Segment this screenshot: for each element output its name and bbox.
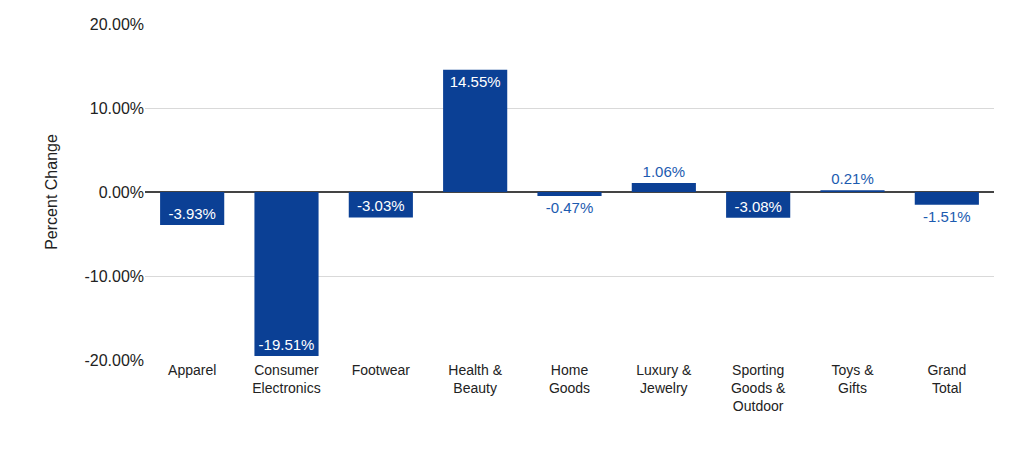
svg-text:Apparel: Apparel <box>168 362 216 378</box>
svg-text:Luxury &Jewelry: Luxury &Jewelry <box>636 362 692 396</box>
svg-text:HomeGoods: HomeGoods <box>549 362 590 396</box>
svg-text:SportingGoods &Outdoor: SportingGoods &Outdoor <box>731 362 786 414</box>
svg-text:-3.08%: -3.08% <box>734 198 782 215</box>
svg-text:Percent Change: Percent Change <box>43 134 60 250</box>
svg-text:-20.00%: -20.00% <box>84 352 144 369</box>
svg-text:-19.51%: -19.51% <box>259 336 315 353</box>
svg-text:-3.03%: -3.03% <box>357 197 405 214</box>
svg-text:-1.51%: -1.51% <box>923 208 971 225</box>
svg-text:0.21%: 0.21% <box>831 170 874 187</box>
svg-text:GrandTotal: GrandTotal <box>927 362 966 396</box>
svg-text:0.00%: 0.00% <box>99 184 144 201</box>
svg-text:-3.93%: -3.93% <box>168 205 216 222</box>
svg-text:Toys &Gifts: Toys &Gifts <box>831 362 874 396</box>
svg-text:Health &Beauty: Health &Beauty <box>448 362 502 396</box>
svg-text:Footwear: Footwear <box>352 362 411 378</box>
svg-text:14.55%: 14.55% <box>450 73 501 90</box>
svg-text:20.00%: 20.00% <box>90 16 144 33</box>
svg-text:1.06%: 1.06% <box>643 163 686 180</box>
svg-text:ConsumerElectronics: ConsumerElectronics <box>252 362 320 396</box>
svg-text:-10.00%: -10.00% <box>84 268 144 285</box>
svg-text:-0.47%: -0.47% <box>546 199 594 216</box>
svg-text:10.00%: 10.00% <box>90 100 144 117</box>
